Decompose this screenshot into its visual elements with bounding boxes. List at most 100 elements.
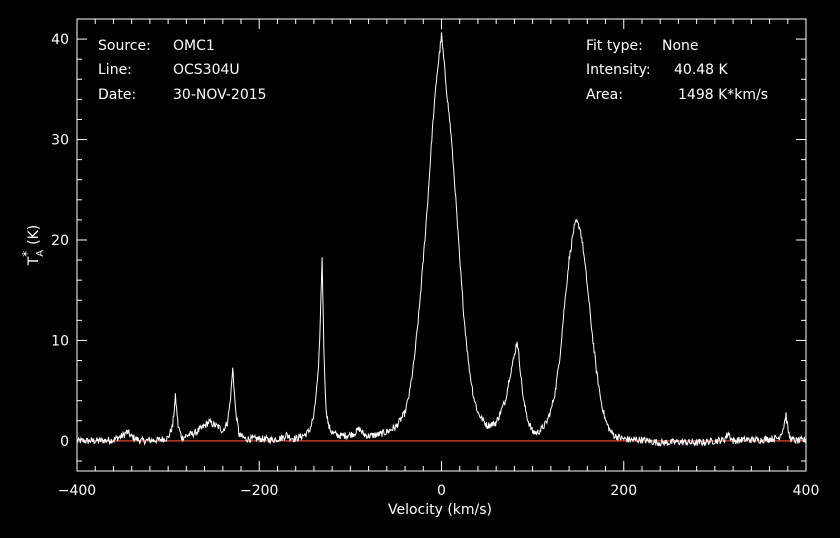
- data-point: [158, 439, 159, 440]
- data-point: [787, 428, 788, 429]
- data-point: [468, 365, 469, 366]
- data-point: [459, 259, 460, 260]
- x-tick-label: −400: [58, 483, 96, 499]
- data-point: [341, 435, 342, 436]
- data-point: [272, 439, 273, 440]
- data-point: [438, 59, 439, 60]
- data-point: [229, 402, 230, 403]
- annotation-source-key: Source:: [98, 38, 151, 54]
- x-tick-label: 400: [793, 483, 820, 499]
- annotation-source-value: OMC1: [173, 38, 215, 54]
- data-point: [609, 430, 610, 431]
- data-point: [76, 440, 77, 441]
- data-point: [218, 426, 219, 427]
- data-point: [359, 428, 360, 429]
- y-tick-label: 0: [60, 434, 69, 450]
- data-point: [436, 74, 437, 75]
- data-point: [576, 221, 577, 222]
- data-point: [322, 256, 323, 257]
- data-point: [286, 434, 287, 435]
- data-point: [568, 259, 569, 260]
- data-point: [209, 421, 210, 422]
- data-point: [587, 285, 588, 286]
- axis-ticks: −400 −200 0 200 400 0 10 20 30 40: [51, 18, 820, 499]
- data-point: [696, 442, 697, 443]
- data-point: [113, 439, 114, 440]
- data-point: [573, 229, 574, 230]
- data-point: [127, 431, 128, 432]
- data-point: [614, 435, 615, 436]
- data-point: [496, 422, 497, 423]
- data-point: [523, 400, 524, 401]
- data-point: [641, 439, 642, 440]
- data-point: [409, 392, 410, 393]
- data-point: [582, 244, 583, 245]
- data-point: [792, 439, 793, 440]
- data-point: [723, 439, 724, 440]
- data-point: [555, 390, 556, 391]
- data-point: [473, 395, 474, 396]
- data-point: [805, 439, 806, 440]
- data-point: [550, 410, 551, 411]
- data-point: [222, 430, 223, 431]
- y-tick-label: 40: [51, 32, 69, 48]
- data-point: [760, 439, 761, 440]
- data-point: [546, 422, 547, 423]
- data-point: [455, 189, 456, 190]
- data-point: [623, 438, 624, 439]
- data-point: [368, 435, 369, 436]
- data-point: [325, 405, 326, 406]
- data-point: [514, 355, 515, 356]
- data-point: [232, 368, 233, 369]
- data-point: [591, 330, 592, 331]
- data-point: [259, 438, 260, 439]
- x-tick-label: −200: [240, 483, 278, 499]
- data-point: [486, 425, 487, 426]
- data-point: [181, 437, 182, 438]
- data-point: [245, 438, 246, 439]
- data-point: [509, 375, 510, 376]
- data-point: [168, 437, 169, 438]
- annotation-fit-key: Fit type:: [586, 38, 643, 54]
- data-point: [742, 439, 743, 440]
- data-layer: [76, 32, 807, 447]
- data-point: [605, 420, 606, 421]
- data-point: [328, 425, 329, 426]
- data-point: [678, 441, 679, 442]
- annotation-intensity-key: Intensity:: [586, 62, 651, 78]
- data-point: [235, 410, 236, 411]
- data-point: [785, 414, 786, 415]
- data-point: [579, 227, 580, 228]
- y-tick-label: 10: [51, 333, 69, 349]
- data-point: [122, 435, 123, 436]
- data-point: [304, 434, 305, 435]
- data-point: [320, 320, 321, 321]
- y-tick-label: 30: [51, 133, 69, 149]
- data-point: [733, 440, 734, 441]
- data-point: [131, 436, 132, 437]
- data-point: [291, 437, 292, 438]
- data-point: [395, 426, 396, 427]
- data-point: [596, 370, 597, 371]
- data-point: [186, 435, 187, 436]
- data-point: [728, 432, 729, 433]
- data-point: [444, 64, 445, 65]
- spectrum-line: [76, 32, 807, 447]
- data-point: [178, 425, 179, 426]
- x-tick-label: 0: [437, 483, 446, 499]
- data-point: [541, 428, 542, 429]
- data-point: [432, 129, 433, 130]
- data-point: [239, 434, 240, 435]
- data-point: [313, 415, 314, 416]
- data-point: [227, 422, 228, 423]
- annotation-right: Fit type: None Intensity: 40.48 K Area: …: [586, 38, 768, 103]
- data-point: [309, 430, 310, 431]
- data-point: [336, 434, 337, 435]
- data-point: [789, 436, 790, 437]
- annotation-area-key: Area:: [586, 87, 623, 103]
- annotation-line-key: Line:: [98, 62, 132, 78]
- data-point: [632, 439, 633, 440]
- data-point: [418, 315, 419, 316]
